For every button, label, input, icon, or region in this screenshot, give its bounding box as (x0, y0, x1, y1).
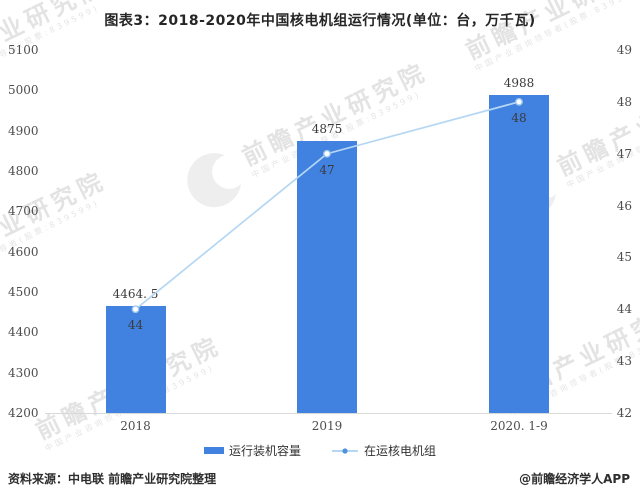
source-note: 资料来源：中电联 前瞻产业研究院整理 (8, 472, 217, 486)
y-axis-right-tick: 45 (616, 250, 632, 265)
bar-value-label: 4875 (311, 121, 343, 136)
bar-series-swatch-icon (203, 447, 224, 454)
bar-2018 (105, 306, 166, 413)
y-axis-left-tick: 5100 (8, 43, 39, 57)
chart-title: 图表3：2018-2020年中国核电机组运行情况(单位：台，万千瓦) (104, 13, 536, 29)
y-axis-left-tick: 4400 (8, 325, 39, 340)
y-axis-left-tick: 4500 (8, 285, 39, 299)
y-axis-right-tick: 48 (616, 94, 632, 109)
x-axis-label-2020.1-9: 2020. 1-9 (490, 419, 548, 433)
y-axis-left-tick: 4800 (8, 164, 39, 178)
watermark-text: 前瞻产业研究院中国产业咨询领导者(股票:839599) (0, 166, 115, 289)
y-axis-right-tick: 46 (616, 198, 632, 213)
y-axis-left-tick: 4900 (8, 123, 39, 138)
x-axis-line (45, 413, 612, 414)
credit-note: @前瞻经济学人APP (519, 472, 630, 486)
watermark: 前瞻产业研究院中国产业咨询领导者(股票:839599) (0, 166, 115, 289)
line-value-label: 48 (511, 110, 527, 125)
bar-2020.1-9 (489, 95, 549, 413)
bar-value-label: 4464. 5 (112, 287, 159, 302)
y-axis-left-tick: 5000 (8, 83, 39, 98)
legend-item-line-series: 在运核电机组 (331, 442, 436, 459)
line-value-label: 47 (319, 162, 335, 177)
y-axis-right-tick: 44 (616, 302, 632, 317)
bar-value-label: 4988 (503, 76, 535, 91)
legend-line-label: 在运核电机组 (364, 444, 437, 458)
legend-bar-label: 运行装机容量 (228, 444, 301, 458)
y-axis-right-tick: 47 (616, 146, 632, 161)
legend-item-bar-series: 运行装机容量 (203, 442, 301, 459)
x-axis-label-2019: 2019 (311, 419, 343, 433)
x-axis-label-2018: 2018 (120, 419, 151, 433)
qianzhan-circle-logo-icon (178, 144, 251, 217)
y-axis-right-tick: 49 (616, 43, 632, 57)
y-axis-right-tick: 43 (616, 354, 632, 369)
y-axis-left-tick: 4600 (8, 244, 39, 259)
watermark-brand: 前瞻产业研究院 (0, 166, 112, 281)
line-series-swatch-icon (332, 447, 358, 454)
y-axis-left-tick: 4700 (8, 204, 39, 219)
legend: 运行装机容量 在运核电机组 (0, 442, 640, 459)
y-axis-left-tick: 4300 (8, 365, 39, 380)
line-value-label: 44 (127, 318, 144, 333)
y-axis-left-tick: 4200 (8, 406, 39, 420)
y-axis-right-tick: 42 (616, 406, 632, 420)
bar-2019 (297, 140, 357, 413)
